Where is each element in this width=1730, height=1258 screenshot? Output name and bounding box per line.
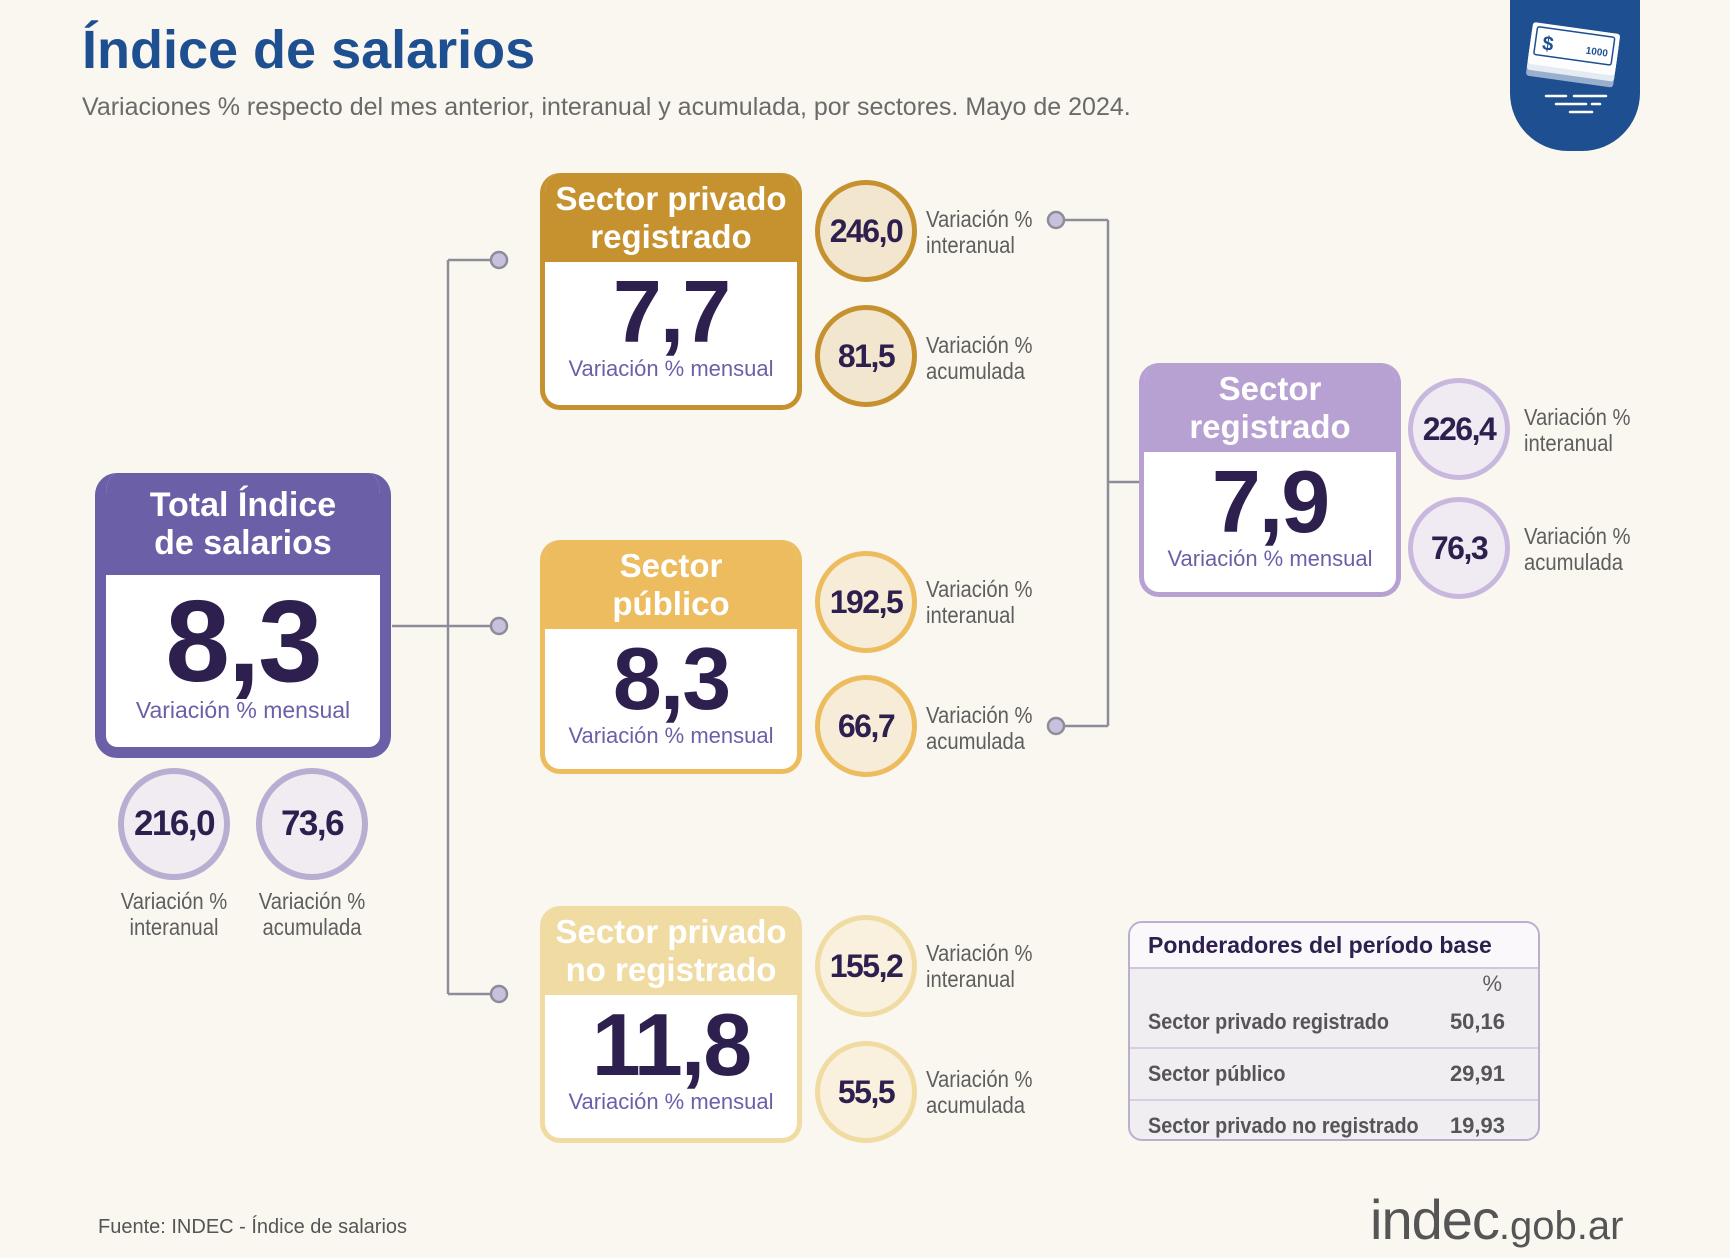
privado-no-registrado-acumulada-label: Variación % acumulada <box>926 1066 1033 1118</box>
row-value: 19,93 <box>1449 1113 1505 1138</box>
privado-no-registrado-interanual-label: Variación % interanual <box>926 940 1033 992</box>
label-line: interanual <box>1524 430 1613 456</box>
privado-no-registrado-acumulada-circle: 55,5 <box>815 1041 917 1143</box>
total-interanual-label: Variación % interanual <box>112 888 235 940</box>
privado-no-registrado-mensual-label: Variación % mensual <box>568 1089 774 1114</box>
privado-registrado-mensual-value: 7,7 <box>612 262 731 361</box>
total-mensual-value: 8,3 <box>165 576 322 706</box>
total-card-header: Total Índice de salarios <box>106 473 380 575</box>
label-line: acumulada <box>1524 549 1624 575</box>
logo-main: indec <box>1370 1188 1500 1251</box>
row-value: 29,91 <box>1449 1061 1505 1086</box>
total-acumulada-circle: 73,6 <box>256 768 368 880</box>
total-interanual-circle: 216,0 <box>118 768 230 880</box>
badge-dollar-symbol: $ <box>1541 33 1555 56</box>
publico-mensual-label: Variación % mensual <box>568 723 774 748</box>
page-subtitle: Variaciones % respecto del mes anterior,… <box>82 93 1131 121</box>
connector-dot <box>1046 210 1066 230</box>
label-line: acumulada <box>926 358 1026 384</box>
privado-no-registrado-card: Sector privado no registrado 11,8 Variaci… <box>540 906 802 1143</box>
label-line: Variación % <box>1524 404 1631 430</box>
table-row: Sector privado no registrado 19,93 <box>1130 1101 1538 1139</box>
publico-interanual-circle: 192,5 <box>815 551 917 653</box>
publico-card: Sector público 8,3 Variación % mensual <box>540 540 802 774</box>
privado-registrado-acumulada-label: Variación % acumulada <box>926 332 1033 384</box>
publico-acumulada-label: Variación % acumulada <box>926 702 1033 754</box>
label-line: Variación % <box>1524 523 1631 549</box>
privado-registrado-interanual-circle: 246,0 <box>815 180 917 282</box>
privado-registrado-title-line2: registrado <box>590 217 752 255</box>
row-label: Sector privado registrado <box>1148 1009 1389 1034</box>
label-line: Variación % <box>258 888 366 914</box>
publico-mensual-value: 8,3 <box>612 629 731 728</box>
connector-dot <box>489 984 509 1004</box>
privado-no-registrado-interanual-circle: 155,2 <box>815 915 917 1017</box>
ponderadores-title: Ponderadores del período base <box>1130 923 1538 969</box>
privado-registrado-acumulada-circle: 81,5 <box>815 305 917 407</box>
label-line: acumulada <box>926 1092 1026 1118</box>
connector-dot <box>1046 716 1066 736</box>
registrado-mensual-value: 7,9 <box>1211 452 1330 551</box>
label-line: interanual <box>129 914 219 940</box>
registrado-header: Sector registrado <box>1144 363 1396 452</box>
registrado-mensual-label: Variación % mensual <box>1167 546 1373 571</box>
total-mensual-label: Variación % mensual <box>135 697 351 723</box>
row-label: Sector público <box>1148 1061 1286 1086</box>
label-line: Variación % <box>120 888 228 914</box>
publico-header: Sector público <box>545 540 797 629</box>
label-line: interanual <box>926 232 1015 258</box>
total-title-line1: Total Índice <box>149 485 337 524</box>
label-line: acumulada <box>262 914 362 940</box>
label-line: Variación % <box>926 1066 1033 1092</box>
header-badge: $ 1000 <box>1510 0 1640 151</box>
privado-registrado-title-line1: Sector privado <box>555 180 787 218</box>
label-line: interanual <box>926 966 1015 992</box>
label-line: Variación % <box>926 940 1033 966</box>
privado-registrado-card: Sector privado registrado 7,7 Variación %… <box>540 173 802 410</box>
row-label: Sector privado no registrado <box>1148 1113 1419 1138</box>
label-line: interanual <box>926 602 1015 628</box>
table-row: Sector privado registrado 50,16 <box>1130 997 1538 1049</box>
label-line: Variación % <box>926 206 1033 232</box>
badge-note-value: 1000 <box>1585 46 1609 60</box>
label-line: Variación % <box>926 576 1033 602</box>
indec-logo[interactable]: indec.gob.ar <box>1370 1190 1623 1256</box>
publico-title-line1: Sector <box>619 547 723 585</box>
total-title-line2: de salarios <box>154 524 332 562</box>
registrado-acumulada-circle: 76,3 <box>1408 497 1510 599</box>
publico-acumulada-circle: 66,7 <box>815 675 917 777</box>
money-stack-icon: $ 1000 <box>1526 22 1620 114</box>
privado-registrado-header: Sector privado registrado <box>545 173 797 262</box>
total-acumulada-label: Variación % acumulada <box>250 888 373 940</box>
privado-no-registrado-header: Sector privado no registrado <box>545 906 797 995</box>
registrado-title-line1: Sector <box>1218 370 1322 408</box>
registrado-acumulada-label: Variación % acumulada <box>1524 523 1631 575</box>
publico-interanual-label: Variación % interanual <box>926 576 1033 628</box>
connector-dot <box>489 250 509 270</box>
ponderadores-table: Ponderadores del período base % Sector p… <box>1128 921 1540 1141</box>
privado-registrado-mensual-label: Variación % mensual <box>568 356 774 381</box>
registrado-interanual-circle: 226,4 <box>1408 378 1510 480</box>
source-note: Fuente: INDEC - Índice de salarios <box>98 1216 408 1238</box>
publico-title-line2: público <box>612 584 730 622</box>
registrado-card: Sector registrado 7,9 Variación % mensual <box>1139 363 1401 597</box>
label-line: Variación % <box>926 702 1033 728</box>
privado-no-registrado-title-line1: Sector privado <box>555 913 787 951</box>
label-line: Variación % <box>926 332 1033 358</box>
row-value: 50,16 <box>1449 1009 1505 1034</box>
privado-no-registrado-title-line2: no registrado <box>565 950 777 988</box>
label-line: acumulada <box>926 728 1026 754</box>
table-row: Sector público 29,91 <box>1130 1049 1538 1101</box>
registrado-interanual-label: Variación % interanual <box>1524 404 1631 456</box>
privado-no-registrado-mensual-value: 11,8 <box>591 995 752 1094</box>
privado-registrado-interanual-label: Variación % interanual <box>926 206 1033 258</box>
ponderadores-unit: % <box>1482 971 1502 996</box>
logo-domain: .gob.ar <box>1498 1204 1624 1248</box>
connector-dot <box>489 616 509 636</box>
total-card: Total Índice de salarios 8,3 Variación % … <box>95 473 391 758</box>
registrado-title-line2: registrado <box>1189 407 1351 445</box>
page-title: Índice de salarios <box>82 20 536 80</box>
